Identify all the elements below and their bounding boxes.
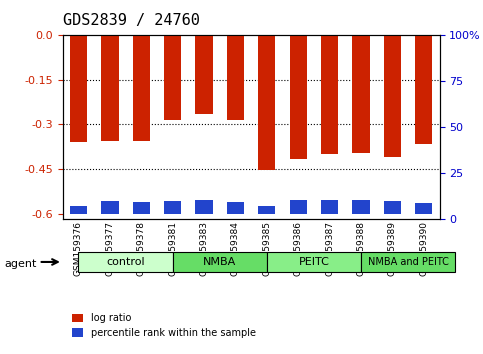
Bar bbox=[321, 35, 338, 154]
Bar bbox=[227, 202, 244, 213]
Bar bbox=[290, 200, 307, 213]
Text: agent: agent bbox=[5, 259, 37, 269]
Bar bbox=[258, 206, 275, 213]
FancyBboxPatch shape bbox=[361, 252, 455, 272]
FancyBboxPatch shape bbox=[173, 252, 267, 272]
Text: PEITC: PEITC bbox=[298, 257, 329, 267]
Bar bbox=[196, 35, 213, 114]
Text: NMBA and PEITC: NMBA and PEITC bbox=[368, 257, 449, 267]
Text: control: control bbox=[106, 257, 145, 267]
FancyBboxPatch shape bbox=[78, 252, 173, 272]
Bar bbox=[353, 200, 369, 213]
Bar bbox=[290, 35, 307, 159]
Bar bbox=[133, 35, 150, 141]
Bar bbox=[384, 35, 401, 157]
Bar bbox=[164, 35, 181, 120]
Bar bbox=[258, 35, 275, 171]
Legend: log ratio, percentile rank within the sample: log ratio, percentile rank within the sa… bbox=[68, 309, 260, 342]
Bar bbox=[415, 203, 432, 213]
Bar bbox=[133, 202, 150, 213]
Text: NMBA: NMBA bbox=[203, 257, 236, 267]
Text: GDS2839 / 24760: GDS2839 / 24760 bbox=[63, 13, 199, 28]
Bar bbox=[415, 35, 432, 144]
FancyBboxPatch shape bbox=[267, 252, 361, 272]
Bar bbox=[101, 201, 118, 213]
Bar bbox=[101, 35, 118, 141]
Bar bbox=[353, 35, 369, 153]
Bar bbox=[196, 200, 213, 213]
Bar bbox=[70, 35, 87, 142]
Bar bbox=[227, 35, 244, 120]
Bar bbox=[70, 206, 87, 213]
Bar bbox=[164, 201, 181, 213]
Bar bbox=[321, 200, 338, 213]
Bar bbox=[384, 201, 401, 213]
